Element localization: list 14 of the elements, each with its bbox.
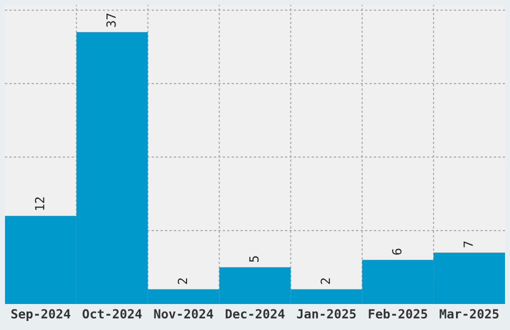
data-label: 6 [392, 248, 402, 255]
data-label: 2 [320, 278, 330, 284]
data-label: 12 [34, 197, 44, 210]
x-tick-label: Mar-2025 [440, 309, 499, 319]
x-tick-label: Jan-2025 [296, 309, 356, 319]
data-label: 7 [464, 242, 473, 248]
x-tick-label: Sep-2024 [11, 309, 70, 321]
x-tick-label: Dec-2024 [226, 309, 285, 319]
x-tick-label: Feb-2025 [368, 308, 428, 319]
data-label: 5 [249, 256, 259, 262]
x-tick-label: Oct-2024 [82, 309, 142, 319]
data-label: 2 [178, 278, 188, 284]
x-tick-label: Nov-2024 [154, 309, 214, 319]
data-label: 37 [106, 14, 116, 27]
